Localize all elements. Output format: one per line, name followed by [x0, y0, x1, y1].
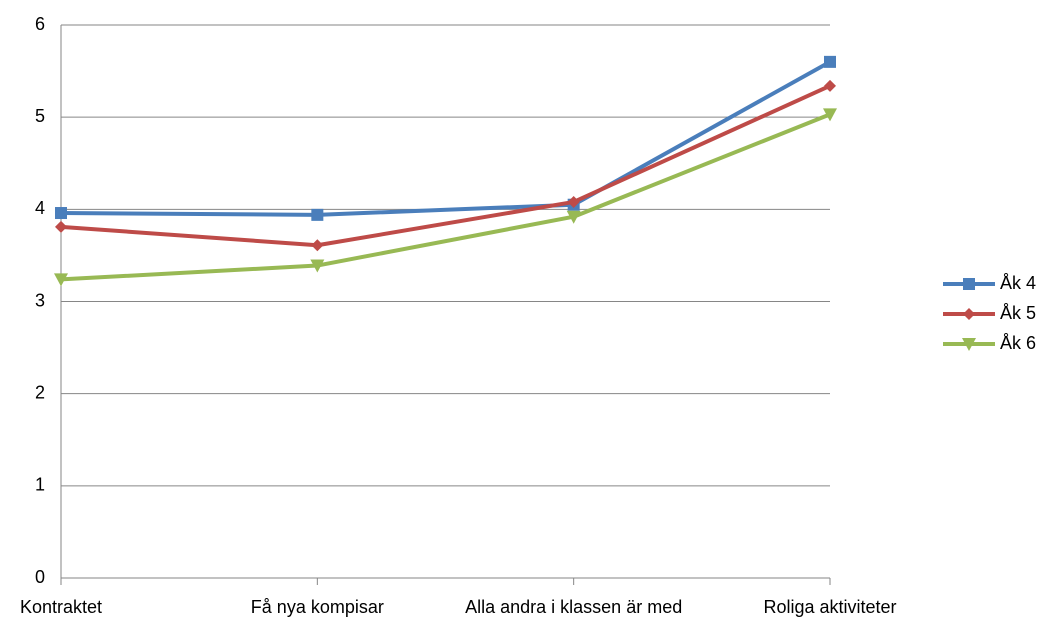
- x-tick-label: Kontraktet: [20, 597, 102, 617]
- data-point: [824, 55, 836, 68]
- y-tick-label: 6: [35, 14, 45, 34]
- data-point: [311, 239, 324, 252]
- data-point: [311, 208, 324, 221]
- legend-label: Åk 5: [1000, 303, 1036, 323]
- x-tick-label: Få nya kompisar: [251, 597, 384, 617]
- x-tick-label: Roliga aktiviteter: [763, 597, 896, 617]
- y-tick-label: 0: [35, 567, 45, 587]
- y-tick-label: 3: [35, 290, 45, 310]
- y-tick-label: 2: [35, 382, 45, 402]
- series-line: [60, 112, 831, 282]
- data-point: [54, 273, 68, 287]
- legend-marker: [962, 338, 976, 351]
- x-tick-label: Alla andra i klassen är med: [465, 597, 682, 617]
- data-point: [824, 79, 836, 92]
- legend-label: Åk 6: [1000, 333, 1036, 353]
- y-tick-label: 5: [35, 106, 45, 126]
- series-line: [60, 60, 831, 217]
- legend-label: Åk 4: [1000, 273, 1036, 293]
- data-point: [823, 108, 837, 122]
- series-line: [60, 84, 831, 248]
- legend-marker: [963, 308, 975, 320]
- legend-marker: [963, 278, 975, 290]
- data-point: [55, 220, 67, 233]
- y-tick-label: 1: [35, 475, 45, 495]
- y-tick-label: 4: [35, 198, 45, 218]
- data-point: [567, 195, 580, 208]
- data-point: [566, 210, 581, 224]
- data-point: [310, 259, 325, 273]
- data-point: [55, 207, 67, 220]
